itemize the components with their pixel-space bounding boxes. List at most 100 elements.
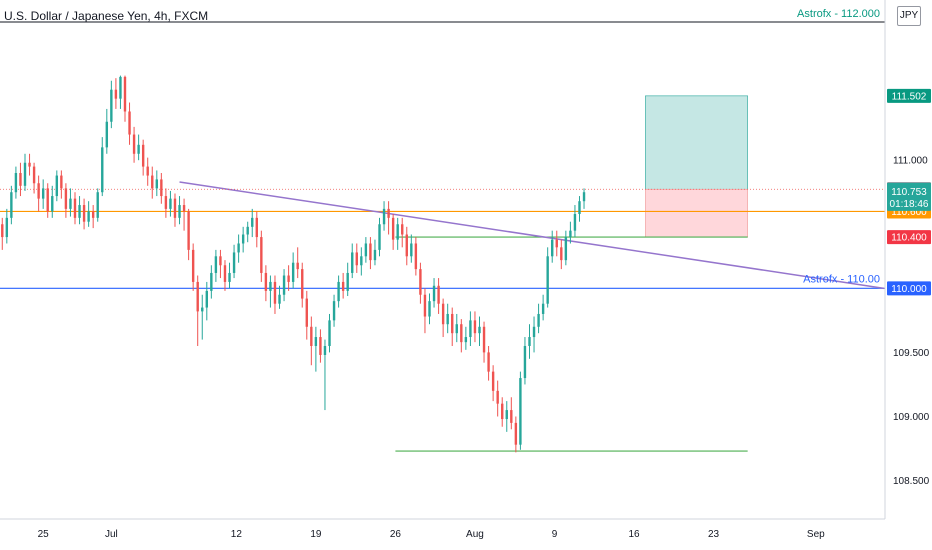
candle[interactable]: [223, 260, 227, 291]
candle[interactable]: [178, 196, 181, 225]
candle[interactable]: [160, 173, 163, 204]
candle[interactable]: [423, 288, 427, 334]
candle[interactable]: [241, 226, 245, 253]
candle[interactable]: [364, 237, 368, 263]
candle[interactable]: [5, 208, 9, 244]
candle[interactable]: [132, 126, 136, 163]
candle[interactable]: [341, 272, 345, 299]
candle[interactable]: [173, 193, 177, 227]
candle[interactable]: [478, 316, 481, 346]
candle[interactable]: [228, 262, 231, 289]
candle[interactable]: [396, 217, 399, 250]
candle[interactable]: [473, 311, 477, 343]
candle[interactable]: [491, 365, 495, 402]
candle[interactable]: [282, 269, 286, 302]
candle[interactable]: [432, 278, 436, 308]
candle[interactable]: [291, 252, 295, 289]
candle[interactable]: [269, 275, 272, 308]
candle[interactable]: [437, 278, 440, 314]
position-profit-zone[interactable]: [645, 95, 748, 190]
candle[interactable]: [128, 102, 131, 145]
candle[interactable]: [23, 153, 27, 191]
candle[interactable]: [187, 208, 190, 261]
candle[interactable]: [96, 188, 99, 222]
candle[interactable]: [260, 230, 263, 282]
candle[interactable]: [78, 196, 81, 225]
candle[interactable]: [51, 185, 54, 218]
candle[interactable]: [46, 183, 49, 218]
candle[interactable]: [419, 262, 422, 304]
candle[interactable]: [582, 188, 586, 209]
candle[interactable]: [219, 249, 222, 279]
trendline[interactable]: [179, 181, 885, 290]
currency-badge[interactable]: JPY: [897, 6, 921, 26]
candle[interactable]: [532, 316, 536, 353]
candle[interactable]: [496, 380, 499, 417]
candle[interactable]: [182, 198, 186, 231]
candle[interactable]: [287, 265, 290, 291]
candle[interactable]: [105, 108, 109, 154]
candle[interactable]: [169, 190, 172, 217]
candle[interactable]: [319, 329, 322, 363]
candle[interactable]: [64, 183, 68, 218]
candle[interactable]: [405, 226, 408, 266]
candle[interactable]: [264, 265, 268, 302]
candle[interactable]: [469, 311, 472, 346]
candle[interactable]: [414, 237, 418, 276]
candle[interactable]: [314, 326, 318, 372]
annotation-label-1[interactable]: Astrofx - 110.00: [803, 273, 880, 285]
candle[interactable]: [546, 247, 549, 308]
candle[interactable]: [114, 78, 118, 109]
candle[interactable]: [369, 237, 372, 270]
candle[interactable]: [1, 217, 4, 250]
candle[interactable]: [41, 179, 45, 209]
candle[interactable]: [110, 80, 113, 129]
candle[interactable]: [337, 275, 340, 308]
candle[interactable]: [501, 397, 504, 427]
candle[interactable]: [573, 205, 577, 238]
candle[interactable]: [296, 247, 299, 279]
candle[interactable]: [151, 166, 154, 199]
candle[interactable]: [251, 208, 254, 238]
candle[interactable]: [201, 294, 204, 340]
candle[interactable]: [205, 281, 208, 321]
candle[interactable]: [382, 201, 386, 231]
candle[interactable]: [564, 230, 568, 266]
candle[interactable]: [519, 371, 522, 450]
candle[interactable]: [505, 401, 508, 432]
candle[interactable]: [537, 303, 540, 334]
candle[interactable]: [401, 217, 404, 248]
drawings-layer[interactable]: Astrofx - 112.000 Astrofx - 110.00: [0, 8, 885, 452]
candle[interactable]: [237, 234, 240, 263]
candle[interactable]: [551, 230, 554, 263]
candle[interactable]: [210, 265, 213, 299]
candle[interactable]: [19, 162, 22, 197]
candle[interactable]: [351, 243, 354, 279]
candle[interactable]: [123, 75, 127, 122]
candle[interactable]: [164, 188, 168, 218]
candle[interactable]: [528, 324, 531, 359]
candle[interactable]: [451, 307, 454, 346]
candle[interactable]: [541, 294, 545, 321]
candle[interactable]: [514, 416, 518, 453]
candle[interactable]: [455, 313, 458, 343]
candle[interactable]: [32, 162, 36, 194]
candle[interactable]: [464, 326, 468, 350]
candle[interactable]: [273, 275, 277, 314]
candle[interactable]: [191, 243, 195, 291]
candle[interactable]: [510, 397, 513, 430]
candle[interactable]: [232, 244, 236, 279]
candle[interactable]: [555, 230, 558, 257]
candle[interactable]: [73, 192, 77, 225]
candle[interactable]: [428, 293, 431, 325]
candle[interactable]: [487, 346, 490, 381]
candle[interactable]: [14, 166, 18, 199]
candle[interactable]: [310, 316, 313, 366]
candle[interactable]: [60, 170, 63, 199]
candle[interactable]: [137, 134, 140, 161]
annotation-label-0[interactable]: Astrofx - 112.000: [797, 8, 880, 20]
candle[interactable]: [69, 188, 72, 217]
candle[interactable]: [410, 234, 413, 263]
